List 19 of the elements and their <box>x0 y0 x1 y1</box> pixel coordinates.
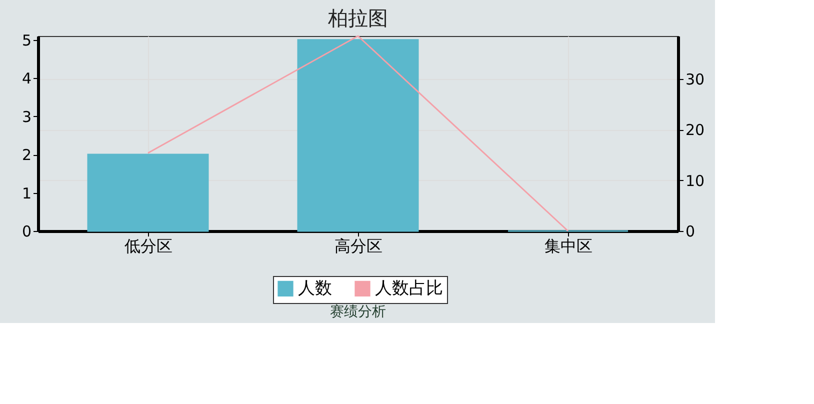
legend-label: 人数 <box>298 278 332 299</box>
x-tick-label: 高分区 <box>334 236 382 256</box>
y-tick-label: 3 <box>22 108 32 126</box>
x-tick-label: 集中区 <box>544 236 592 256</box>
y-tick-label: 0 <box>22 222 32 240</box>
text: 赛绩分析 <box>330 304 386 320</box>
y-tick-label: 4 <box>22 70 32 88</box>
bar <box>87 154 209 232</box>
x-tick-label: 低分区 <box>124 236 172 256</box>
y-tick-label: 2 <box>22 146 32 164</box>
y-tick-label: 1 <box>22 184 32 202</box>
y2-tick-label: 0 <box>686 222 696 240</box>
bar <box>297 39 419 232</box>
y2-tick-label: 30 <box>686 70 705 89</box>
chart-title: 柏拉图 <box>327 6 388 30</box>
legend-label: 人数占比 <box>375 278 443 299</box>
y2-tick-label: 20 <box>686 121 705 140</box>
y2-tick-label: 10 <box>686 172 705 190</box>
y-tick-label: 5 <box>22 31 32 50</box>
